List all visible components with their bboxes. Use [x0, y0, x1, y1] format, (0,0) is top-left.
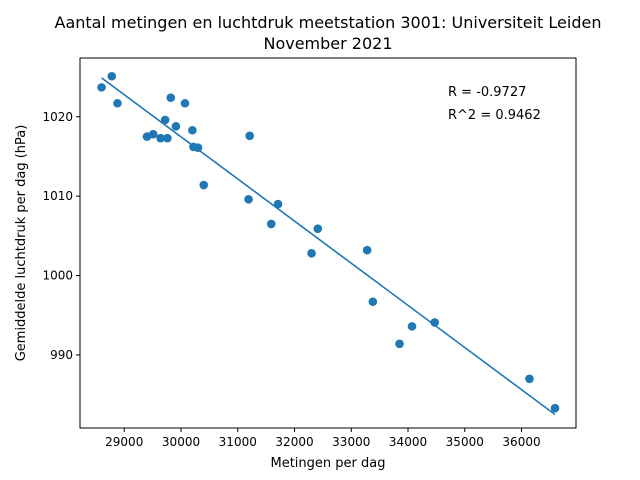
y-tick-label-990: 990	[50, 348, 73, 362]
x-tick-label-33000: 33000	[332, 435, 370, 449]
data-point-1	[107, 71, 117, 81]
data-point-26	[525, 374, 534, 384]
y-tick-label-1010: 1010	[42, 189, 73, 203]
data-point-19	[307, 249, 316, 258]
chart-subtitle: November 2021	[263, 34, 392, 53]
data-point-5	[156, 133, 165, 143]
x-tick-label-29000: 29000	[105, 435, 143, 449]
annotation-r-squared: R^2 = 0.9462	[448, 108, 541, 123]
data-point-13	[193, 143, 203, 153]
y-axis-ticks: 990 1000 1010 1020	[42, 110, 80, 362]
data-point-0	[97, 83, 106, 92]
data-point-10	[180, 98, 190, 108]
x-tick-label-35000: 35000	[446, 435, 484, 449]
x-tick-label-32000: 32000	[275, 435, 313, 449]
data-point-17	[266, 219, 276, 229]
data-point-22	[368, 297, 378, 307]
data-point-7	[163, 133, 172, 143]
data-point-25	[430, 318, 439, 327]
y-axis-label: Gemiddelde luchtdruk per dag (hPa)	[14, 125, 29, 362]
x-axis-label: Metingen per dag	[271, 456, 386, 471]
data-point-4	[148, 129, 158, 139]
x-tick-label-36000: 36000	[502, 435, 540, 449]
regression-line-group	[101, 77, 556, 416]
data-point-11	[188, 125, 197, 135]
data-point-20	[313, 224, 323, 234]
data-point-16	[245, 131, 254, 141]
x-tick-label-31000: 31000	[219, 435, 257, 449]
data-point-18	[273, 199, 283, 209]
x-tick-label-34000: 34000	[389, 435, 427, 449]
plot-area-frame	[79, 57, 577, 429]
annotation-r: R = -0.9727	[448, 85, 526, 100]
data-point-2	[113, 98, 122, 108]
regression-line	[101, 77, 556, 416]
y-tick-label-1020: 1020	[42, 110, 73, 124]
x-tick-label-30000: 30000	[162, 435, 200, 449]
data-point-15	[244, 195, 253, 204]
data-point-21	[362, 245, 372, 255]
data-point-23	[395, 339, 404, 349]
data-point-9	[171, 121, 181, 131]
data-point-6	[160, 115, 170, 125]
y-tick-label-1000: 1000	[42, 269, 73, 283]
data-point-24	[407, 322, 417, 331]
x-axis-ticks: 29000 30000 31000 32000 33000 34000 35000 36000	[105, 428, 541, 449]
data-point-8	[166, 93, 176, 102]
chart-title: Aantal metingen en luchtdruk meetstation…	[55, 13, 602, 32]
data-points	[97, 71, 560, 413]
data-point-27	[550, 403, 560, 413]
data-point-14	[199, 180, 209, 190]
